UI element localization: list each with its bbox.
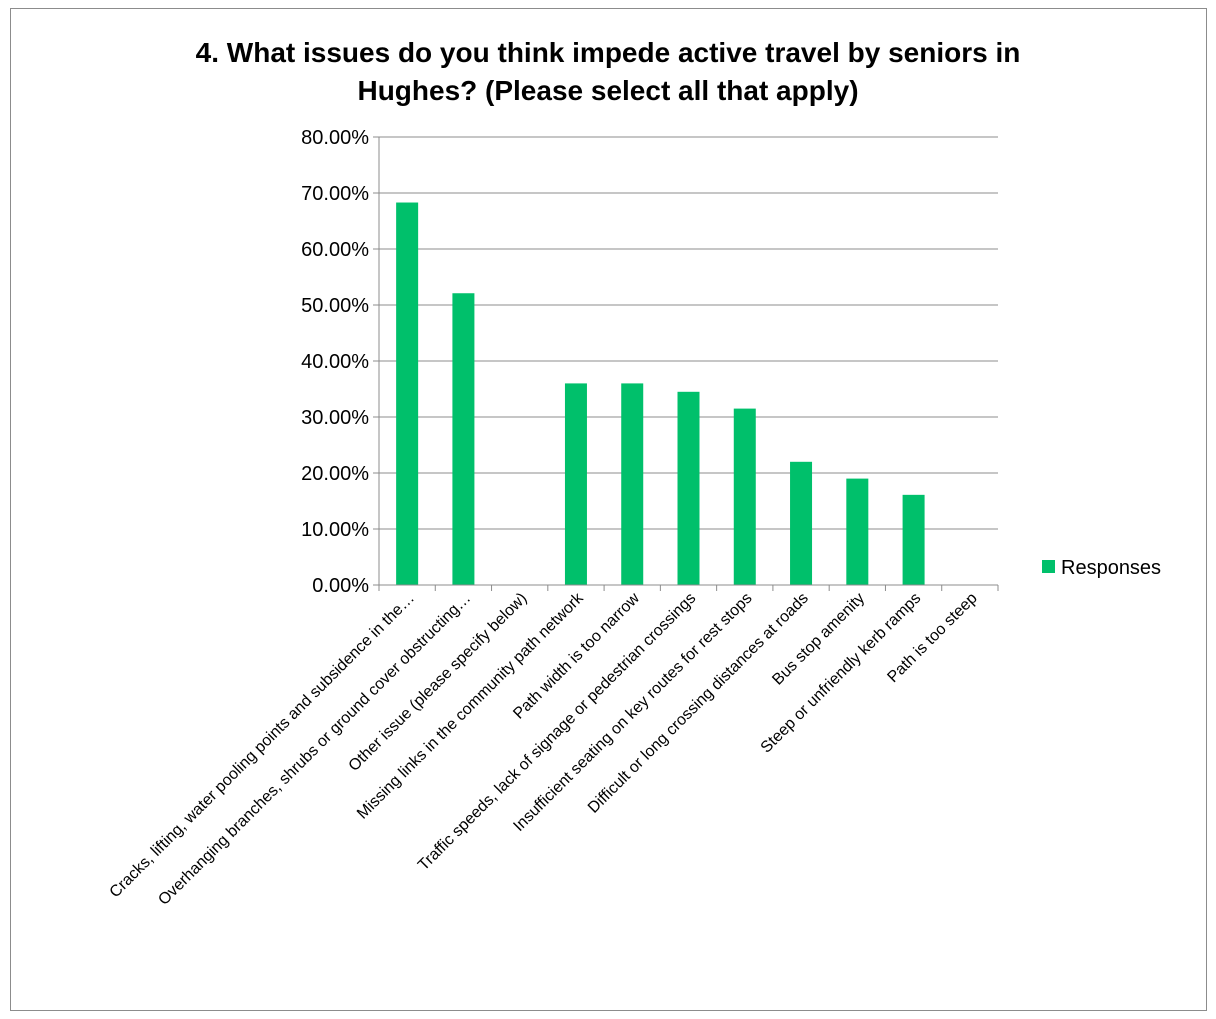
y-tick-label: 50.00% xyxy=(301,295,369,317)
bar xyxy=(846,478,869,585)
bar xyxy=(564,383,587,585)
y-tick-label: 30.00% xyxy=(301,407,369,429)
y-tick-label: 0.00% xyxy=(312,575,369,597)
bar xyxy=(902,494,925,585)
bar xyxy=(621,383,644,585)
legend-swatch xyxy=(1042,560,1055,573)
legend-label: Responses xyxy=(1061,557,1161,579)
bar xyxy=(790,461,813,585)
y-tick-label: 60.00% xyxy=(301,239,369,261)
axes xyxy=(373,136,999,591)
y-axis-tick-labels: 0.00% 10.00% 20.00% 30.00% 40.00% 50.00% 60.00… xyxy=(301,127,369,597)
y-tick-label: 40.00% xyxy=(301,351,369,373)
bars xyxy=(396,202,925,585)
y-tick-label: 20.00% xyxy=(301,463,369,485)
y-tick-label: 10.00% xyxy=(301,519,369,541)
legend: Responses xyxy=(1042,557,1161,579)
chart-title-line-1: 4. What issues do you think impede activ… xyxy=(195,37,1021,68)
x-axis-category-labels: Cracks, lifting, water pooling points an… xyxy=(107,589,981,909)
chart-title-line-2: Hughes? (Please select all that apply) xyxy=(357,75,859,106)
bar xyxy=(396,202,419,585)
y-tick-label: 80.00% xyxy=(301,127,369,149)
chart-frame xyxy=(10,8,1207,1011)
bar xyxy=(452,293,475,585)
y-tick-label: 70.00% xyxy=(301,183,369,205)
bar xyxy=(733,408,756,585)
bar xyxy=(677,391,700,585)
chart-title: 4. What issues do you think impede activ… xyxy=(0,34,1216,110)
